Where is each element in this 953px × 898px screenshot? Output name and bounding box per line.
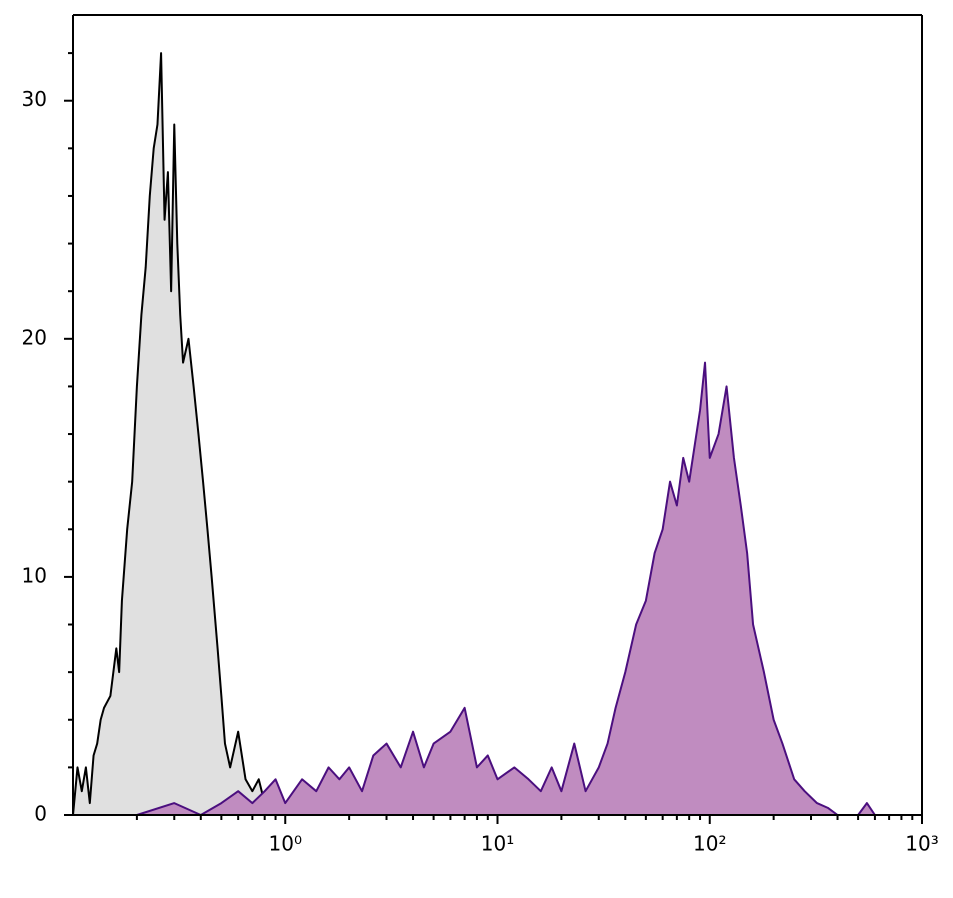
y-tick-label: 20 <box>22 325 47 349</box>
y-tick-label: 10 <box>22 563 47 587</box>
y-tick-label: 0 <box>34 802 47 826</box>
y-tick-label: 30 <box>22 87 47 111</box>
x-tick-label: 10¹ <box>481 832 514 856</box>
histogram-area <box>72 52 287 816</box>
x-tick-label: 10⁰ <box>269 832 302 856</box>
x-tick-label: 10² <box>693 832 726 856</box>
histogram-area <box>135 361 876 816</box>
x-tick-label: 10³ <box>905 832 938 856</box>
